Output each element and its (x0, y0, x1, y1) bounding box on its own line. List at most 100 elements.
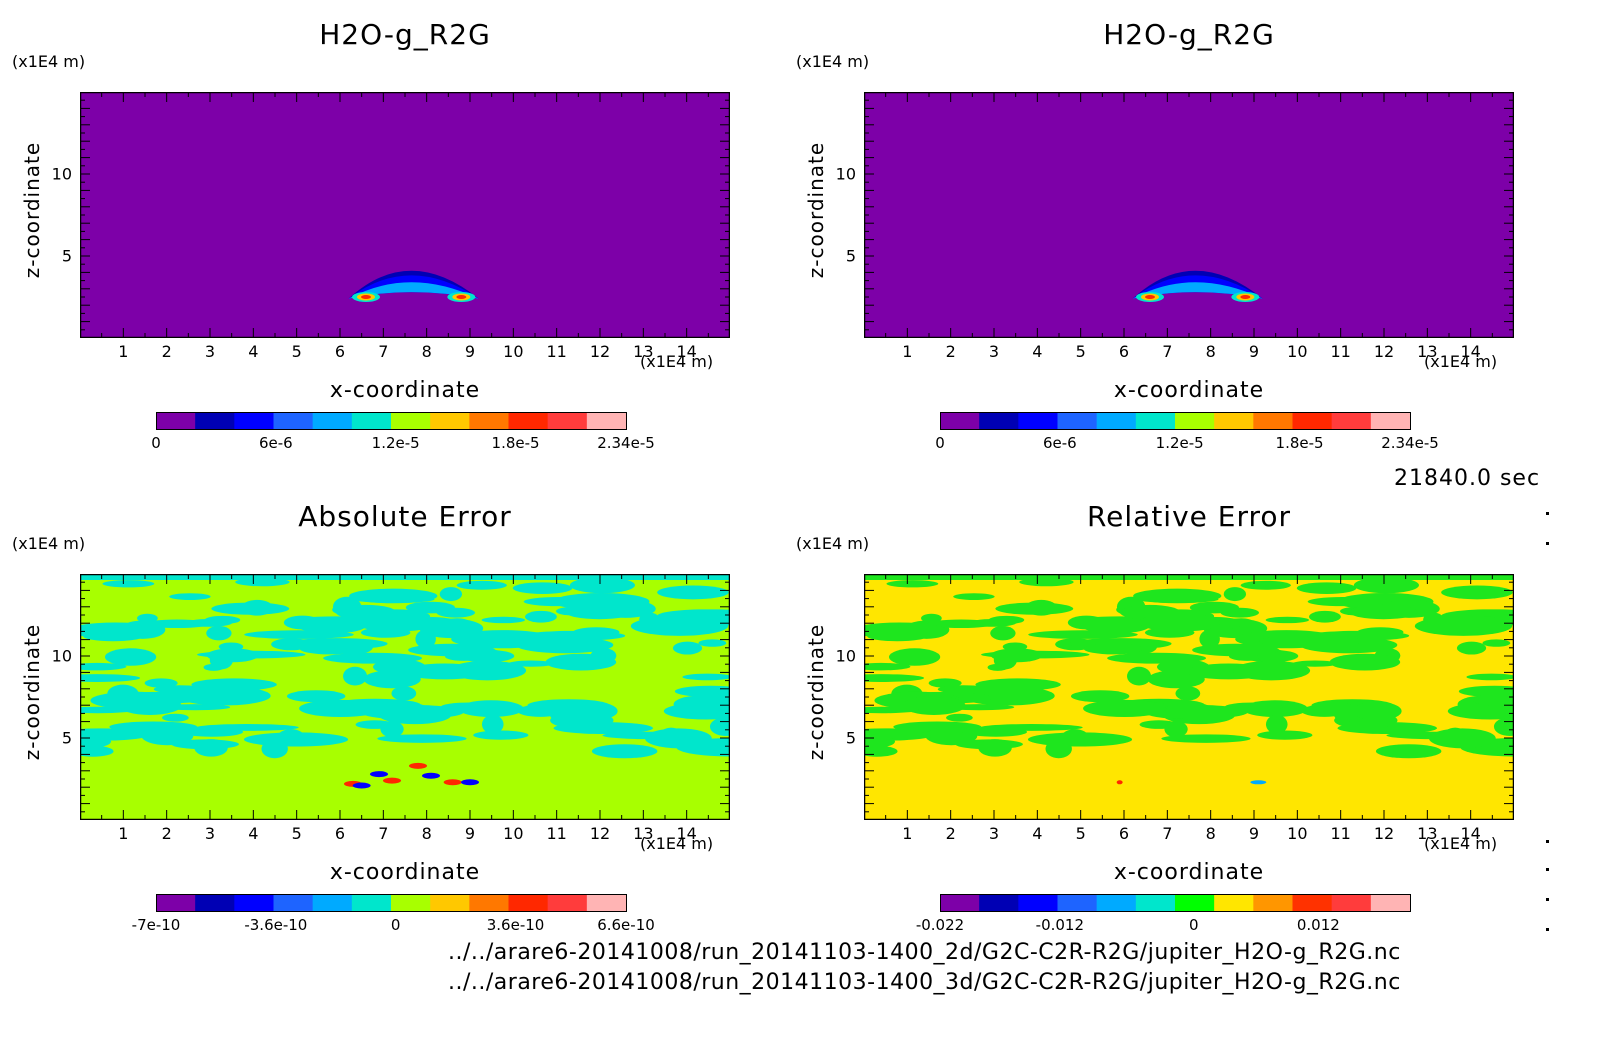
plume-core (1145, 295, 1155, 299)
colorbar-swatch (1253, 894, 1293, 912)
decor-dot (1546, 512, 1549, 515)
error-patch (136, 730, 181, 738)
y-unit-label: (x1E4 m) (796, 534, 870, 553)
error-patch (1353, 577, 1419, 594)
file-path-2d: ../../arare6-20141008/run_20141103-1400_… (448, 940, 1401, 965)
colorbar-swatch (312, 894, 353, 912)
error-patch (568, 701, 618, 721)
x-tick-label: 10 (1287, 824, 1308, 843)
colorbar-swatch (508, 894, 549, 912)
x-tick-label: 6 (1118, 342, 1130, 361)
error-patch (162, 713, 189, 722)
colorbar-tick-label: 1.2e-5 (371, 434, 420, 452)
colorbar-swatch (547, 412, 588, 430)
error-patch (118, 695, 182, 715)
colorbar (156, 412, 627, 430)
colorbar-tick-label: 1.2e-5 (1155, 434, 1204, 452)
error-patch (688, 692, 730, 707)
colorbar-tick-label: 6e-6 (1042, 434, 1077, 452)
error-patch (299, 699, 383, 718)
y-unit-label: (x1E4 m) (12, 52, 86, 71)
error-patch (408, 643, 496, 657)
y-tick-label: 5 (845, 246, 856, 266)
decor-dot (1546, 868, 1549, 871)
error-patch (698, 639, 727, 647)
error-patch (1027, 732, 1133, 747)
colorbar-swatch (1018, 894, 1058, 912)
colorbar-swatch (234, 412, 274, 430)
colorbar-tick-label: 6.6e-10 (597, 916, 655, 934)
error-patch (987, 663, 1008, 671)
heatmap-background (864, 92, 1514, 338)
colorbar-swatch (351, 894, 392, 912)
colorbar-swatch (1135, 412, 1176, 430)
x-tick-label: 10 (503, 342, 524, 361)
colorbar-swatch (940, 894, 980, 912)
error-patch (1333, 703, 1357, 723)
error-patch (153, 685, 206, 694)
error-patch (1083, 643, 1144, 655)
error-spot (352, 782, 371, 789)
error-patch (380, 720, 404, 738)
colorbar-swatch (1096, 412, 1137, 430)
x-tick-label: 6 (334, 342, 346, 361)
x-tick-label: 7 (1162, 342, 1173, 361)
panel-h2o-3d: H2O-g_R2G (x1E4 m) (x1E4 m) x-coordinate z-c… (784, 0, 1564, 480)
error-patch (80, 662, 127, 671)
chart-title: Absolute Error (298, 500, 512, 533)
error-spot (1116, 780, 1123, 785)
colorbar-swatch (1253, 412, 1293, 430)
x-tick-label: 1 (902, 342, 913, 361)
heatmap-plot (864, 574, 1514, 820)
y-tick-label: 10 (51, 646, 72, 666)
error-patch (990, 625, 1016, 641)
y-tick-label: 10 (835, 164, 856, 184)
x-tick-label: 11 (546, 342, 567, 361)
x-tick-label: 1 (902, 824, 913, 843)
x-tick-label: 4 (1032, 824, 1043, 843)
colorbar-swatch (979, 894, 1019, 912)
error-patch (1352, 701, 1402, 721)
x-unit-label: (x1E4 m) (640, 834, 714, 853)
error-spot (422, 772, 440, 779)
error-patch (565, 604, 634, 620)
colorbar-swatch (1214, 412, 1254, 430)
error-patch (1175, 686, 1201, 701)
x-tick-label: 12 (589, 824, 611, 843)
colorbar-tick-label: 0.012 (1296, 916, 1340, 934)
error-patch (80, 674, 141, 682)
colorbar-swatch (273, 894, 314, 912)
colorbar (940, 412, 1411, 430)
plume-core (1240, 295, 1251, 299)
error-patch (1265, 616, 1310, 624)
decor-dot (1546, 898, 1549, 901)
error-spot (443, 779, 462, 786)
colorbar-swatch (156, 894, 196, 912)
colorbar-tick-label: 3.6e-10 (486, 916, 545, 934)
decor-dot (1546, 840, 1549, 843)
error-patch (980, 724, 1083, 731)
error-patch (981, 650, 1090, 659)
colorbar-swatch (586, 412, 627, 430)
colorbar-tick-label: -7e-10 (131, 916, 181, 934)
x-tick-label: 8 (1205, 824, 1216, 843)
colorbar-swatch (1175, 412, 1215, 430)
error-patch (1309, 610, 1341, 623)
colorbar-frame (156, 894, 627, 912)
error-patch (864, 674, 925, 682)
error-patch (196, 724, 299, 731)
x-tick-label: 9 (1248, 824, 1260, 843)
x-tick-label: 1 (118, 342, 129, 361)
error-patch (525, 610, 557, 623)
error-patch (102, 580, 155, 588)
colorbar-swatch (1018, 412, 1058, 430)
x-tick-label: 5 (1075, 824, 1086, 843)
error-patch (920, 730, 965, 738)
colorbar-frame (156, 412, 627, 430)
error-patch (191, 678, 277, 691)
error-patch (682, 673, 730, 681)
x-tick-label: 8 (1205, 342, 1216, 361)
chart-title: H2O-g_R2G (1103, 18, 1275, 51)
x-tick-label: 9 (464, 342, 476, 361)
error-patch (473, 730, 529, 740)
